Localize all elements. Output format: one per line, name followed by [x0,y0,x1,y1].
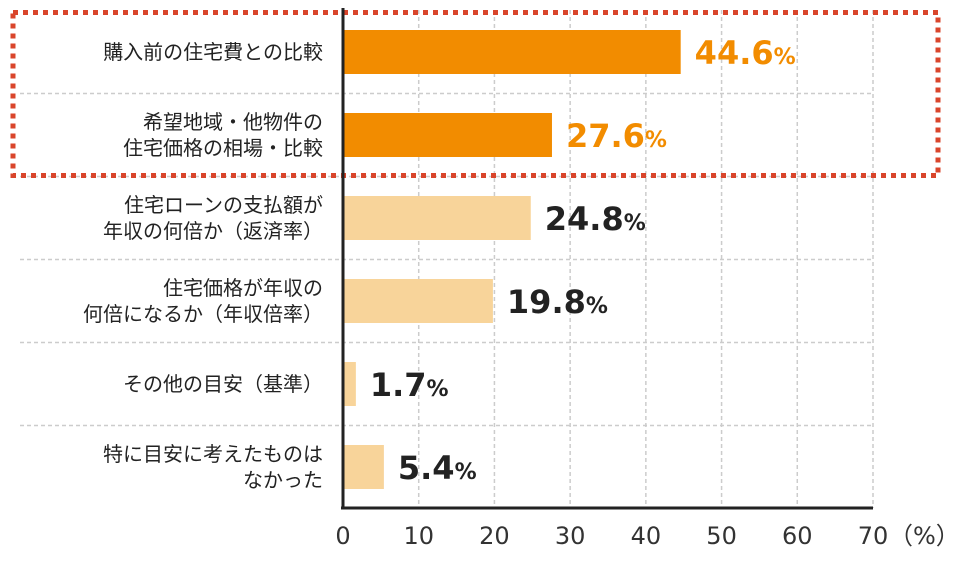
x-tick-label-70: 70 [858,522,889,550]
value-label-4: 1.7% [370,366,449,404]
value-unit: % [455,460,477,485]
bar-3 [343,279,493,323]
labels-layer: 購入前の住宅費との比較 44.6% 希望地域・他物件の住宅価格の相場・比較 27.6%… [83,34,960,550]
value-unit: % [624,211,646,236]
category-label-5: 特に目安に考えたものはなかった [103,442,323,492]
value-unit: % [645,128,667,153]
value-label-3: 19.8% [507,283,608,321]
bar-2 [343,196,531,240]
grid-layer [20,10,874,508]
category-label-2: 住宅ローンの支払額が年収の何倍か（返済率） [103,193,323,243]
x-tick-label-50: 50 [706,522,737,550]
category-label-line: 住宅価格の相場・比較 [123,136,323,160]
category-label-line: 希望地域・他物件の [143,110,323,134]
x-unit-label: （%） [889,522,960,550]
category-label-line: 住宅価格が年収の [163,276,323,300]
value-number: 44.6 [695,34,774,72]
value-number: 24.8 [545,200,624,238]
axis-layer [341,8,873,510]
value-label-5: 5.4% [398,449,477,487]
category-label-line: 住宅ローンの支払額が [124,193,323,217]
category-label-line: 特に目安に考えたものは [103,442,323,466]
category-label-1: 希望地域・他物件の住宅価格の相場・比較 [123,110,323,160]
category-label-line: 購入前の住宅費との比較 [103,40,323,64]
category-label-line: なかった [243,468,323,492]
highlight-box [10,10,941,178]
category-label-4: その他の目安（基準） [123,372,323,396]
bar-0 [343,30,681,74]
bars-layer [343,30,681,489]
x-tick-label-10: 10 [403,522,434,550]
value-label-1: 27.6% [566,117,667,155]
category-label-3: 住宅価格が年収の何倍になるか（年収倍率） [83,276,323,326]
category-label-line: 何倍になるか（年収倍率） [83,302,323,326]
value-unit: % [586,294,608,319]
value-number: 5.4 [398,449,455,487]
value-number: 19.8 [507,283,586,321]
value-unit: % [774,45,796,70]
category-label-0: 購入前の住宅費との比較 [103,40,323,64]
highlight-layer [10,10,941,178]
category-label-line: その他の目安（基準） [123,372,323,396]
bar-5 [343,445,384,489]
category-label-line: 年収の何倍か（返済率） [103,219,323,243]
x-tick-label-20: 20 [479,522,510,550]
value-number: 27.6 [566,117,645,155]
value-unit: % [427,377,449,402]
value-label-2: 24.8% [545,200,646,238]
x-tick-label-60: 60 [782,522,813,550]
value-label-0: 44.6% [695,34,796,72]
x-tick-label-0: 0 [335,522,350,550]
value-number: 1.7 [370,366,427,404]
x-tick-label-30: 30 [555,522,586,550]
x-tick-label-40: 40 [631,522,662,550]
bar-1 [343,113,552,157]
bar-4 [343,362,356,406]
